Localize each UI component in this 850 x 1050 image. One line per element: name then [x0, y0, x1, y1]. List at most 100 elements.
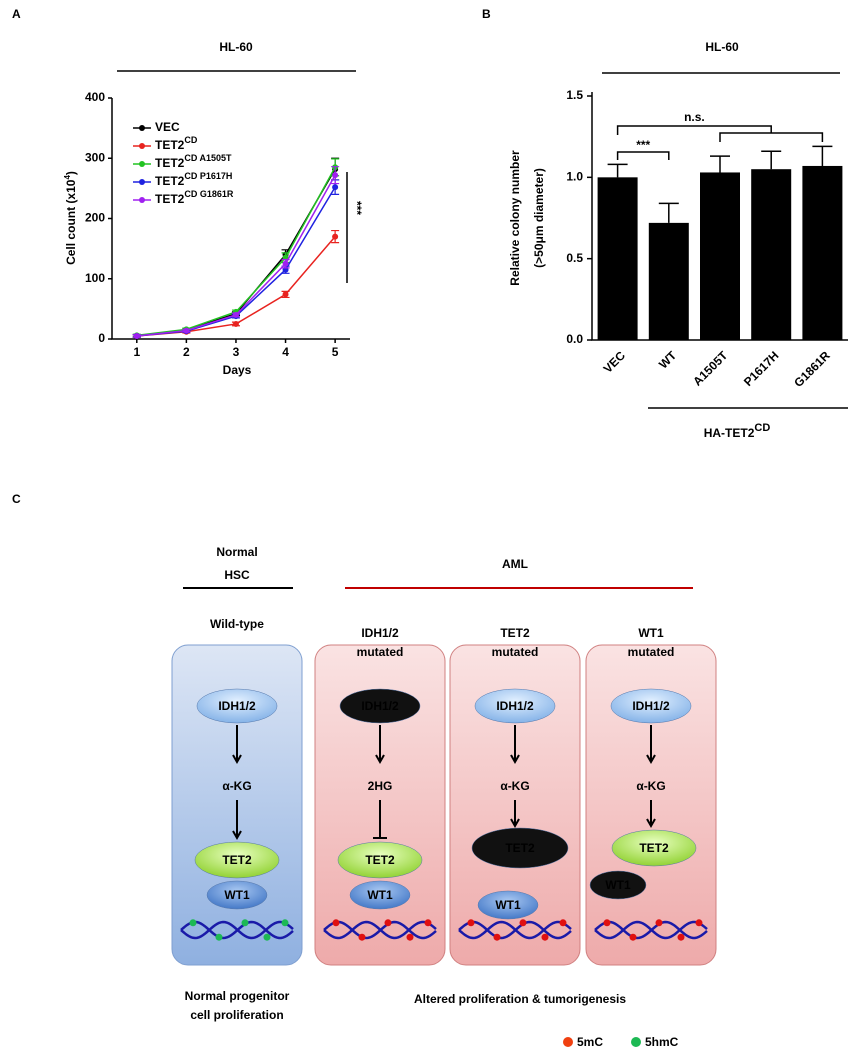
idh: [339, 688, 421, 724]
legend-dot: [631, 1037, 641, 1047]
x-tick-label: 3: [233, 345, 240, 359]
legend-superscript: CD P1617H: [184, 171, 232, 181]
panel-label: C: [12, 492, 21, 506]
data-point: [232, 311, 239, 318]
chart-title: HL-60: [219, 40, 253, 54]
methyl-dot: [241, 919, 249, 927]
dna-strand: [458, 920, 572, 940]
arrow: [510, 725, 520, 765]
legend-label: TET2CD: [155, 135, 198, 152]
legend-marker: [139, 179, 145, 185]
wt1: [589, 870, 647, 900]
legend-marker: [139, 161, 145, 167]
methyl-dot: [358, 933, 366, 941]
error-bar: [710, 155, 730, 173]
wt1: [206, 880, 268, 910]
tet2-label: TET2: [365, 853, 395, 867]
error-bar: [812, 145, 833, 166]
methyl-dot: [189, 919, 197, 927]
methyl-dot: [467, 919, 475, 927]
methyl-dot: [519, 919, 527, 927]
data-point: [282, 260, 289, 267]
axes: [111, 98, 350, 340]
metabolite: α-KG: [500, 779, 529, 793]
data-point: [133, 332, 140, 339]
legend-name: TET2: [155, 174, 185, 188]
legend-label: TET2CD A1505T: [155, 153, 232, 170]
methyl-dot: [215, 933, 223, 941]
normal-title: Normal: [216, 545, 257, 559]
wt1-label: WT1: [367, 888, 393, 902]
data-point: [232, 320, 239, 327]
methyl-dot: [424, 919, 432, 927]
error-bar: [658, 202, 679, 223]
y-tick-label: 400: [85, 90, 105, 104]
methyl-dot: [263, 933, 271, 941]
y-tick-label: 0: [98, 331, 105, 345]
arrow: [646, 800, 656, 829]
normal-caption: cell proliferation: [190, 1008, 283, 1022]
significance-label: ***: [636, 138, 650, 152]
y-axis-label: Cell count (x104): [63, 171, 79, 265]
group-bracket: [719, 132, 824, 142]
y-axis-label-part: Cell count (x10: [64, 179, 78, 265]
dna-strand: [594, 920, 708, 940]
methyl-dot: [603, 919, 611, 927]
methyl-dot: [541, 933, 549, 941]
chart-title: HL-60: [705, 40, 739, 54]
normal-title: HSC: [224, 568, 250, 582]
y-tick-label: 100: [85, 271, 105, 285]
tet2: [194, 841, 280, 879]
bar: [802, 165, 843, 340]
idh-label: IDH1/2: [218, 699, 256, 713]
idh: [610, 688, 692, 724]
tet2-label: TET2: [639, 841, 669, 855]
idh-label: IDH1/2: [632, 699, 670, 713]
y-axis-label-part: ): [64, 171, 78, 175]
idh-label: IDH1/2: [496, 699, 534, 713]
significance-label: n.s.: [684, 110, 705, 124]
y-tick-label: 0.0: [566, 332, 583, 346]
y-tick-label: 1.0: [566, 170, 583, 184]
legend-label: VEC: [155, 120, 180, 134]
significance-bracket: [616, 151, 670, 160]
methyl-dot: [493, 933, 501, 941]
bar: [700, 172, 740, 340]
tet2-label: TET2: [222, 853, 252, 867]
methyl-dot: [332, 919, 340, 927]
idh: [196, 688, 278, 724]
significance-bracket: [616, 125, 772, 135]
significance-label: ***: [350, 201, 364, 215]
tet2: [611, 829, 697, 867]
normal-caption: Normal progenitor: [185, 989, 290, 1003]
methyl-dot: [406, 933, 414, 941]
aml-title: AML: [502, 557, 528, 571]
wt1-label: WT1: [495, 898, 521, 912]
x-tick-label: P1617H: [741, 348, 782, 389]
wt1: [349, 880, 411, 910]
methyl-dot: [677, 933, 685, 941]
group-label-text: HA-TET2: [704, 426, 755, 440]
idh-label: IDH1/2: [361, 699, 399, 713]
column-header: Wild-type: [210, 617, 264, 631]
legend-name: TET2: [155, 156, 185, 170]
y-tick-label: 300: [85, 150, 105, 164]
data-point: [332, 184, 339, 191]
legend-name: VEC: [155, 120, 180, 134]
error-bar: [761, 150, 782, 170]
panel-label: A: [12, 7, 21, 21]
tet2-label: TET2: [505, 841, 535, 855]
arrow: [375, 725, 385, 765]
legend-marker: [139, 143, 145, 149]
data-point: [183, 327, 190, 334]
legend-marker: [139, 125, 145, 131]
legend-dot: [563, 1037, 573, 1047]
inhibition: [373, 800, 387, 839]
y-tick-label: 0.5: [566, 251, 583, 265]
methyl-dot: [655, 919, 663, 927]
column-header: mutated: [357, 645, 404, 659]
bar: [751, 169, 792, 340]
x-tick-label: 1: [133, 345, 140, 359]
metabolite: α-KG: [636, 779, 665, 793]
